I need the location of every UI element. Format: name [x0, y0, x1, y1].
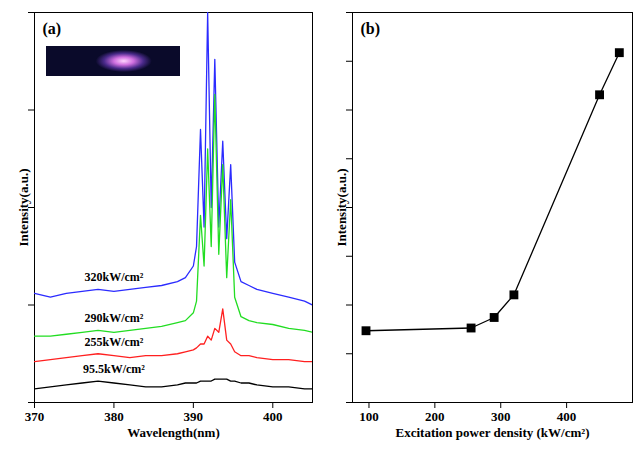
svg-text:400: 400: [263, 409, 283, 424]
svg-text:(a): (a): [43, 20, 62, 38]
svg-text:255kW/cm²: 255kW/cm²: [84, 335, 143, 349]
svg-text:95.5kW/cm²: 95.5kW/cm²: [83, 362, 145, 376]
svg-text:Intensity(a.u.): Intensity(a.u.): [16, 168, 31, 246]
svg-text:Intensity(a.u.): Intensity(a.u.): [334, 168, 349, 246]
svg-text:370: 370: [25, 409, 45, 424]
svg-text:Excitation power density (kW/c: Excitation power density (kW/cm²): [396, 425, 590, 440]
svg-text:(b): (b): [361, 20, 381, 38]
svg-text:200: 200: [425, 409, 445, 424]
svg-text:Wavelength(nm): Wavelength(nm): [127, 425, 219, 440]
svg-text:400: 400: [557, 409, 577, 424]
svg-text:380: 380: [104, 409, 124, 424]
svg-text:390: 390: [184, 409, 204, 424]
svg-text:300: 300: [491, 409, 511, 424]
svg-text:290kW/cm²: 290kW/cm²: [84, 311, 143, 325]
svg-text:320kW/cm²: 320kW/cm²: [84, 270, 143, 284]
svg-text:100: 100: [359, 409, 379, 424]
